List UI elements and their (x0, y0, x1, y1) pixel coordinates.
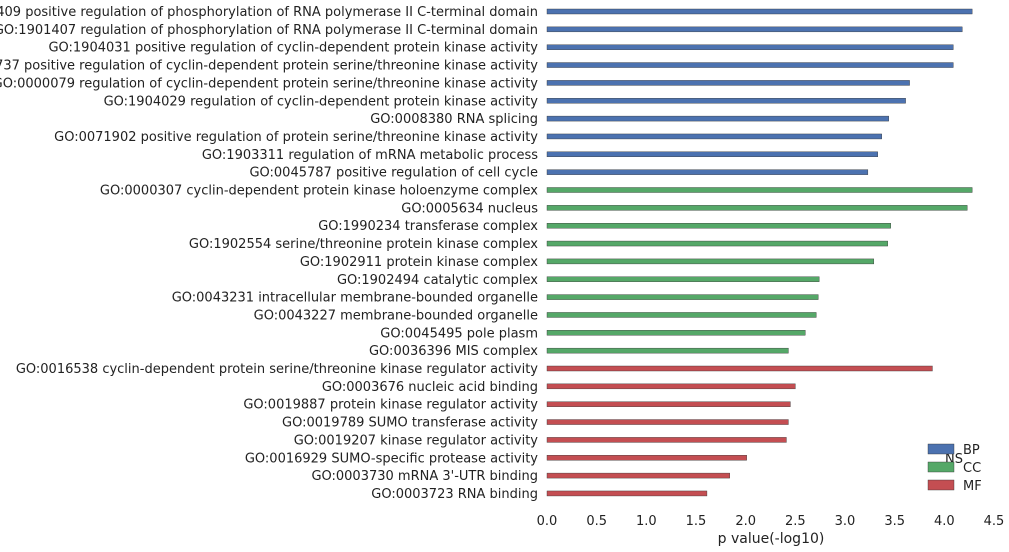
x-tick-label: 4.5 (984, 514, 1005, 529)
bar-bp (546, 44, 954, 50)
x-tick-label: 0.0 (537, 514, 558, 529)
category-label: GO:0003723 RNA binding (371, 487, 538, 502)
category-label: GO:1903311 regulation of mRNA metabolic … (202, 148, 538, 163)
category-label: GO:0045737 positive regulation of cyclin… (0, 59, 538, 74)
x-tick-label: 4.0 (934, 514, 955, 529)
category-label: GO:0003730 mRNA 3'-UTR binding (311, 469, 538, 484)
legend-swatch-bp (927, 443, 955, 455)
category-label: GO:0016929 SUMO-specific protease activi… (245, 451, 538, 466)
bar-mf (546, 383, 796, 390)
bar-bp (546, 133, 882, 140)
bar-cc (546, 240, 888, 247)
category-label: GO:1902554 serine/threonine protein kina… (189, 237, 538, 252)
bar-bp (546, 169, 869, 175)
x-tick-label: 0.5 (586, 514, 607, 529)
category-label: GO:1901409 positive regulation of phosph… (0, 5, 538, 20)
x-axis-ticks: 0.0 0.5 1.0 1.5 2.0 2.5 3.0 3.5 4.0 4.5 (537, 514, 1005, 529)
bar-cc (546, 187, 973, 193)
category-label: GO:0019207 kinase regulator activity (294, 433, 539, 448)
category-label: GO:0000079 regulation of cyclin-dependen… (0, 76, 538, 91)
category-label: GO:0043231 intracellular membrane-bounde… (172, 291, 538, 306)
legend-swatch-cc (927, 461, 955, 473)
bar-cc (546, 312, 817, 318)
bar-bp (546, 26, 963, 33)
category-label: GO:0008380 RNA splicing (370, 112, 538, 127)
category-label: GO:0016538 cyclin-dependent protein seri… (16, 362, 538, 377)
category-label: GO:0036396 MIS complex (369, 344, 538, 359)
bar-mf (546, 472, 730, 479)
category-label: GO:0045787 positive regulation of cell c… (249, 166, 538, 181)
bar-bp (546, 8, 973, 15)
category-label: GO:0019789 SUMO transferase activity (282, 416, 538, 431)
category-label: GO:1901407 regulation of phosphorylation… (0, 23, 538, 38)
bar-cc (546, 330, 806, 336)
bar-cc (546, 276, 820, 282)
category-label: GO:0045495 pole plasm (380, 326, 538, 341)
bars-layer (546, 8, 973, 497)
bar-mf (546, 419, 789, 425)
legend-label-cc: CC (963, 461, 981, 476)
bar-bp (546, 98, 906, 104)
x-tick-label: 1.5 (686, 514, 707, 529)
bar-mf (546, 437, 787, 443)
bar-cc (546, 222, 891, 229)
category-label: GO:0019887 protein kinase regulator acti… (243, 398, 538, 413)
legend-label-bp: BP (963, 443, 980, 458)
bar-bp (546, 151, 878, 158)
legend-swatch-mf (927, 479, 955, 491)
category-label: GO:0000307 cyclin-dependent protein kina… (100, 184, 538, 199)
bar-mf (546, 401, 791, 407)
x-tick-label: 3.5 (884, 514, 905, 529)
bar-bp (546, 80, 910, 86)
category-labels: GO:1901409 positive regulation of phosph… (0, 5, 538, 502)
category-label: GO:1902911 protein kinase complex (300, 255, 538, 270)
category-label: GO:1902494 catalytic complex (337, 273, 538, 288)
bar-cc (546, 347, 789, 354)
bar-cc (546, 294, 819, 300)
bar-bp (546, 62, 954, 68)
bar-cc (546, 258, 875, 265)
bar-mf (546, 490, 708, 497)
legend-label-mf: MF (963, 479, 982, 494)
category-label: GO:0005634 nucleus (401, 201, 538, 216)
bar-mf (546, 365, 933, 372)
legend-items: BP CC MF (927, 443, 982, 494)
category-label: GO:0003676 nucleic acid binding (322, 380, 538, 395)
bar-bp (546, 115, 889, 122)
x-tick-label: 1.0 (636, 514, 657, 529)
x-axis-title: p value(-log10) (718, 531, 825, 547)
category-label: GO:1990234 transferase complex (318, 219, 538, 234)
category-label: GO:0071902 positive regulation of protei… (54, 130, 538, 145)
bar-cc (546, 205, 968, 211)
x-tick-label: 2.5 (785, 514, 806, 529)
x-tick-label: 3.0 (835, 514, 856, 529)
category-label: GO:0043227 membrane-bounded organelle (254, 308, 538, 323)
category-label: GO:1904029 regulation of cyclin-dependen… (104, 94, 539, 109)
bar-mf (546, 455, 747, 461)
x-tick-label: 2.0 (735, 514, 756, 529)
category-label: GO:1904031 positive regulation of cyclin… (48, 41, 538, 56)
